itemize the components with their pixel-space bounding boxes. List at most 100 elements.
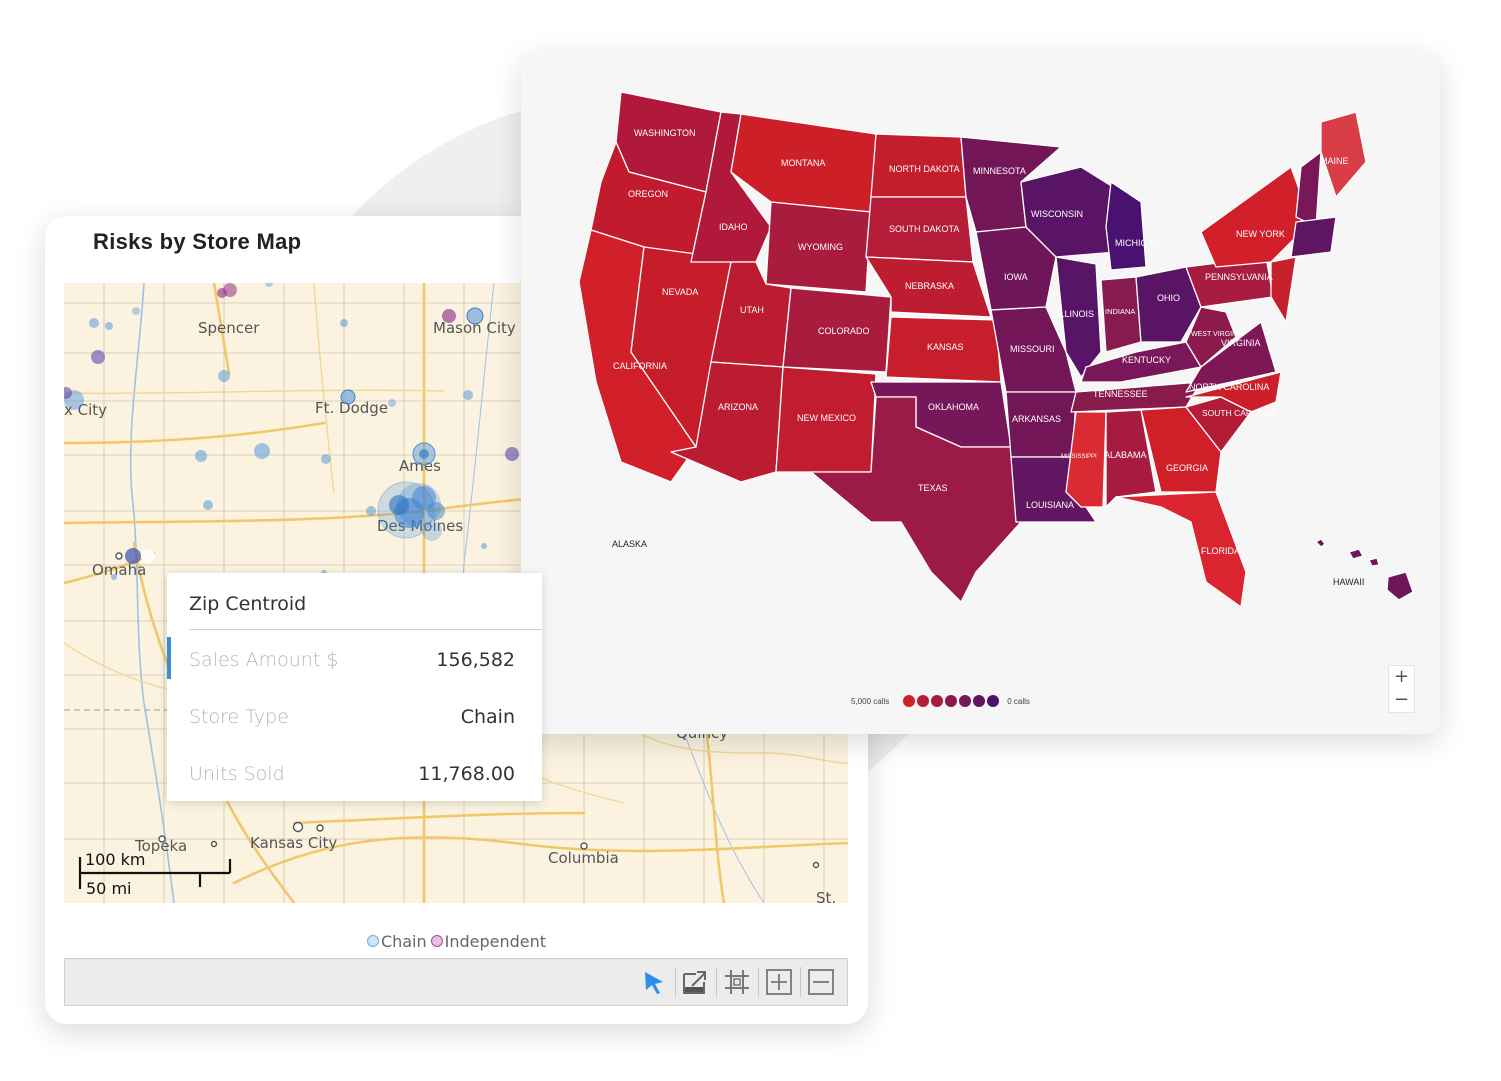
tooltip-row-units-sold: Units Sold 11,768.00 bbox=[189, 763, 515, 785]
state-illinois bbox=[1055, 256, 1102, 378]
state-mississippi bbox=[1065, 411, 1107, 508]
svg-text:MONTANA: MONTANA bbox=[781, 158, 825, 168]
scale-km-label: 100 km bbox=[85, 850, 145, 869]
svg-text:IDAHO: IDAHO bbox=[719, 222, 748, 232]
scale-bar bbox=[78, 857, 232, 889]
chain-legend-dot bbox=[366, 935, 379, 947]
svg-text:WYOMING: WYOMING bbox=[798, 242, 843, 252]
state-virginia bbox=[1185, 321, 1277, 393]
legend-high-label: 5,000 calls bbox=[851, 696, 890, 706]
svg-text:ALABAMA: ALABAMA bbox=[1104, 450, 1147, 460]
city-label-x-city: x City bbox=[64, 401, 107, 419]
city-label-ames: Ames bbox=[399, 457, 441, 475]
svg-text:MISSOURI: MISSOURI bbox=[1010, 344, 1055, 354]
state-iowa bbox=[975, 226, 1057, 311]
svg-text:WEST VIRGINIA: WEST VIRGINIA bbox=[1191, 331, 1244, 338]
independent-legend-dot bbox=[430, 935, 443, 947]
city-label-ft-dodge: Ft. Dodge bbox=[315, 399, 388, 417]
city-label-columbia: Columbia bbox=[548, 849, 619, 867]
calls-color-legend: 5,000 calls 0 calls bbox=[851, 693, 1030, 709]
state-maine bbox=[1320, 111, 1367, 198]
state-alabama bbox=[1105, 409, 1157, 508]
zoom-in-icon[interactable] bbox=[764, 967, 794, 997]
state-vermont-nh bbox=[1295, 151, 1322, 228]
state-arkansas bbox=[1005, 391, 1077, 458]
state-wyoming bbox=[765, 201, 872, 293]
zoom-out-icon[interactable] bbox=[806, 967, 836, 997]
select-arrow-icon[interactable] bbox=[639, 967, 669, 997]
state-new-jersey bbox=[1270, 256, 1297, 323]
tooltip-row-sales: Sales Amount $ 156,582 bbox=[189, 649, 515, 671]
city-label-st: St. bbox=[816, 889, 836, 903]
scale-mi-label: 50 mi bbox=[86, 879, 131, 898]
svg-text:NEW MEXICO: NEW MEXICO bbox=[797, 413, 856, 423]
city-label-mason-city: Mason City bbox=[433, 319, 516, 337]
svg-text:NORTH CAROLINA: NORTH CAROLINA bbox=[1189, 382, 1269, 392]
svg-text:KANSAS: KANSAS bbox=[927, 342, 964, 352]
state-michigan bbox=[1105, 181, 1147, 271]
legend-low-label: 0 calls bbox=[1007, 696, 1030, 706]
tooltip-row-store-type: Store Type Chain bbox=[189, 706, 515, 728]
svg-text:UTAH: UTAH bbox=[740, 305, 764, 315]
svg-text:LOUISIANA: LOUISIANA bbox=[1026, 500, 1074, 510]
svg-text:KENTUCKY: KENTUCKY bbox=[1122, 355, 1171, 365]
card-title: Risks by Store Map bbox=[93, 229, 302, 254]
svg-text:HAWAII: HAWAII bbox=[1333, 577, 1364, 587]
chain-legend-label[interactable]: Chain bbox=[380, 932, 427, 951]
svg-text:MAINE: MAINE bbox=[1320, 156, 1349, 166]
svg-text:IOWA: IOWA bbox=[1004, 272, 1028, 282]
state-georgia bbox=[1140, 406, 1222, 493]
svg-text:GEORGIA: GEORGIA bbox=[1166, 463, 1208, 473]
svg-text:SOUTH CAROLINA: SOUTH CAROLINA bbox=[1202, 408, 1278, 418]
svg-text:NEVADA: NEVADA bbox=[662, 287, 698, 297]
svg-text:OREGON: OREGON bbox=[628, 189, 668, 199]
independent-legend-label[interactable]: Independent bbox=[444, 932, 547, 951]
svg-text:MISSISSIPPI: MISSISSIPPI bbox=[1061, 454, 1097, 460]
state-missouri bbox=[990, 306, 1077, 393]
svg-text:SOUTH DAKOTA: SOUTH DAKOTA bbox=[889, 224, 959, 234]
zip-centroid-tooltip: Zip Centroid Sales Amount $ 156,582 Stor… bbox=[167, 573, 542, 801]
svg-text:MINNESOTA: MINNESOTA bbox=[973, 166, 1026, 176]
state-florida bbox=[1115, 491, 1247, 608]
svg-text:ARKANSAS: ARKANSAS bbox=[1012, 414, 1061, 424]
svg-text:PENNSYLVANIA: PENNSYLVANIA bbox=[1205, 272, 1273, 282]
zoom-out-button[interactable]: − bbox=[1393, 689, 1410, 710]
city-label-kansas-city: Kansas City bbox=[250, 834, 337, 852]
tooltip-title: Zip Centroid bbox=[189, 593, 307, 615]
svg-text:COLORADO: COLORADO bbox=[818, 326, 870, 336]
svg-text:VIRGINIA: VIRGINIA bbox=[1221, 338, 1261, 348]
tooltip-accent-bar bbox=[167, 637, 171, 679]
state-north-carolina bbox=[1185, 371, 1282, 413]
city-label-topeka: Topeka bbox=[134, 837, 187, 855]
svg-text:WASHINGTON: WASHINGTON bbox=[634, 128, 696, 138]
svg-text:OKLAHOMA: OKLAHOMA bbox=[928, 402, 979, 412]
svg-text:FLORIDA: FLORIDA bbox=[1201, 546, 1240, 556]
crop-icon[interactable] bbox=[722, 967, 752, 997]
zoom-in-button[interactable]: + bbox=[1393, 666, 1410, 687]
svg-text:TENNESSEE: TENNESSEE bbox=[1093, 389, 1148, 399]
city-label-spencer: Spencer bbox=[198, 319, 260, 337]
us-map-card: WASHINGTON OREGON CALIFORNIA IDAHO NEVAD… bbox=[521, 52, 1440, 734]
svg-text:CALIFORNIA: CALIFORNIA bbox=[613, 361, 667, 371]
state-new-england bbox=[1290, 216, 1337, 258]
city-label-omaha: Omaha bbox=[92, 561, 146, 579]
svg-text:ILLINOIS: ILLINOIS bbox=[1057, 309, 1094, 319]
svg-text:OHIO: OHIO bbox=[1157, 293, 1180, 303]
zoom-control: + − bbox=[1388, 665, 1415, 713]
state-texas bbox=[810, 396, 1022, 603]
svg-text:NORTH DAKOTA: NORTH DAKOTA bbox=[889, 164, 960, 174]
state-ohio bbox=[1135, 266, 1202, 343]
svg-text:ALASKA: ALASKA bbox=[612, 539, 647, 549]
svg-text:NEBRASKA: NEBRASKA bbox=[905, 281, 954, 291]
svg-text:NEW YORK: NEW YORK bbox=[1236, 229, 1285, 239]
state-west-virginia bbox=[1185, 306, 1237, 368]
svg-text:ARIZONA: ARIZONA bbox=[718, 402, 758, 412]
store-type-legend: Chain Independent bbox=[45, 932, 868, 951]
map-toolbar bbox=[64, 958, 848, 1006]
us-choropleth-map[interactable]: WASHINGTON OREGON CALIFORNIA IDAHO NEVAD… bbox=[521, 52, 1440, 734]
export-icon[interactable] bbox=[680, 967, 710, 997]
state-nebraska bbox=[865, 256, 992, 318]
svg-text:TEXAS: TEXAS bbox=[918, 483, 948, 493]
svg-text:WISCONSIN: WISCONSIN bbox=[1031, 209, 1083, 219]
svg-text:INDIANA: INDIANA bbox=[1105, 307, 1135, 316]
